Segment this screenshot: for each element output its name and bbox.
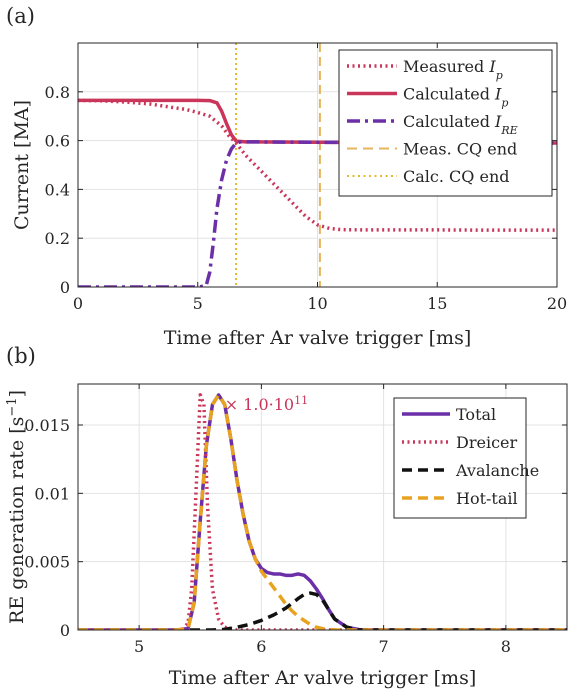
panel-label: (b): [6, 344, 36, 368]
y-tick-label: 0.4: [45, 180, 70, 199]
legend-label-dreicer: Dreicer: [456, 433, 517, 452]
legend-box: [338, 49, 553, 197]
legend-label-calculated: Calculated Ip: [403, 85, 508, 110]
legend: Total Dreicer Avalanche Hot-tail: [393, 397, 539, 519]
legend-label-hottail: Hot-tail: [456, 489, 518, 508]
chart-b: 5 6 7 8 0 0.005 0.01 0.015 Time after Ar valve t…: [5, 344, 568, 689]
chart-a: 0 5 10 15 20 0 0.2 0.4 0.6 0.8 Time after Ar valve…: [6, 4, 567, 349]
plot-content: [78, 393, 567, 630]
x-tick-label: 20: [547, 294, 567, 313]
x-tick-label: 7: [379, 637, 389, 656]
x-axis-label: Time after Ar valve trigger [ms]: [169, 667, 477, 689]
y-tick-label: 0: [60, 621, 70, 640]
legend-label-avalanche: Avalanche: [455, 461, 539, 480]
x-tick-label: 15: [427, 294, 447, 313]
series-line-hottail: [78, 393, 567, 630]
y-tick-label: 0: [60, 278, 70, 297]
panel-label: (a): [6, 4, 35, 28]
y-axis-label: Current [MA]: [11, 100, 33, 230]
series-line-measured: [78, 98, 557, 232]
legend-label-measured: Measured Ip: [403, 57, 503, 82]
x-tick-label: 8: [501, 637, 511, 656]
legend-label-re: Calculated IRE: [403, 112, 518, 137]
legend-box: [393, 397, 527, 519]
y-tick-label: 0.8: [45, 83, 70, 102]
y-tick-label: 0.2: [45, 229, 70, 248]
y-tick-label: 0.005: [24, 553, 70, 572]
y-tick-label: 0.6: [45, 132, 70, 151]
x-tick-label: 0: [73, 294, 83, 313]
axes-box: [77, 383, 568, 631]
y-tick-label: 0.01: [34, 484, 70, 503]
axis-multiplier: × 1.0·1011: [225, 394, 308, 415]
y-axis-label: RE generation rate [s−1]: [5, 390, 29, 624]
x-tick-label: 6: [256, 637, 266, 656]
y-tick-label: 0.015: [24, 416, 70, 435]
legend-label-calc_cq: Calc. CQ end: [403, 167, 510, 186]
x-tick-label: 5: [134, 637, 144, 656]
x-axis-label: Time after Ar valve trigger [ms]: [164, 327, 472, 349]
x-tick-label: 10: [307, 294, 327, 313]
legend-label-meas_cq: Meas. CQ end: [403, 140, 517, 159]
x-tick-label: 5: [193, 294, 203, 313]
legend-label-total: Total: [456, 405, 496, 424]
series-line-dreicer: [78, 393, 567, 630]
series-line-avalanche: [78, 591, 567, 630]
